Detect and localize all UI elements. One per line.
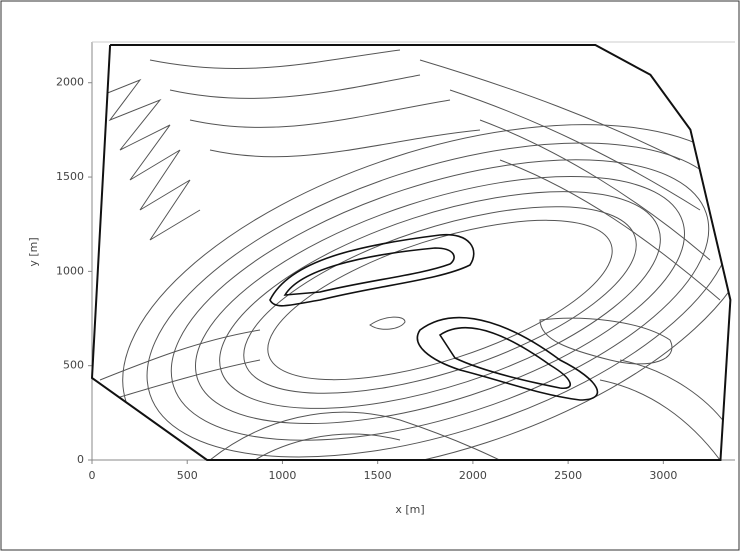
y-tick-label: 0 [77, 453, 84, 466]
x-tick-label: 2500 [554, 469, 582, 482]
x-tick-label: 2000 [459, 469, 487, 482]
x-tick-label: 0 [89, 469, 96, 482]
x-tick-label: 3000 [649, 469, 677, 482]
y-tick-label: 2000 [56, 76, 84, 89]
y-axis-label: y [m] [27, 237, 40, 266]
x-tick-label: 1500 [364, 469, 392, 482]
frame [1, 1, 739, 550]
chart: x [m] y [m] 0 500 1000 1500 2000 2500 3000 0 500… [0, 0, 740, 551]
y-tick-label: 1000 [56, 264, 84, 277]
x-tick-label: 1000 [268, 469, 296, 482]
y-tick-label: 500 [63, 359, 84, 372]
x-tick-label: 500 [177, 469, 198, 482]
x-axis-label: x [m] [395, 503, 424, 516]
y-tick-label: 1500 [56, 170, 84, 183]
